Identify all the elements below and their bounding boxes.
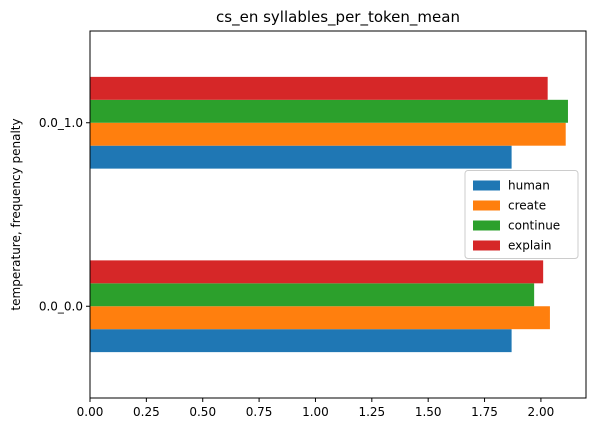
y-axis: 0.0_0.0 0.0_1.0 (39, 116, 90, 313)
bars-layer (90, 76, 568, 353)
legend-swatch-create (473, 200, 500, 211)
x-tick-label: 2.00 (528, 405, 555, 419)
x-tick-label: 0.75 (246, 405, 273, 419)
legend-label-explain: explain (508, 239, 552, 253)
legend-frame (464, 170, 579, 259)
bar-continue-0.0_0.0 (90, 283, 535, 307)
x-tick-label: 1.50 (415, 405, 442, 419)
legend-label-create: create (508, 199, 546, 213)
bar-human-0.0_1.0 (90, 145, 512, 169)
bar-create-0.0_0.0 (90, 306, 550, 330)
bar-create-0.0_1.0 (90, 122, 566, 146)
bar-continue-0.0_1.0 (90, 99, 568, 123)
bar-explain-0.0_1.0 (90, 76, 548, 100)
y-tick-label: 0.0_1.0 (39, 116, 83, 130)
legend-label-continue: continue (508, 219, 560, 233)
bar-explain-0.0_0.0 (90, 260, 544, 284)
y-tick-label: 0.0_0.0 (39, 299, 83, 313)
legend-label-human: human (508, 179, 550, 193)
x-tick-label: 0.50 (189, 405, 216, 419)
x-axis: 0.00 0.25 0.50 0.75 1.00 1.25 1.50 1.75 2.00 (77, 398, 555, 419)
legend-swatch-explain (473, 240, 500, 251)
bar-human-0.0_0.0 (90, 329, 512, 353)
chart-title: cs_en syllables_per_token_mean (216, 8, 460, 27)
x-tick-label: 1.00 (302, 405, 329, 419)
x-tick-label: 0.25 (133, 405, 160, 419)
x-tick-label: 0.00 (77, 405, 104, 419)
y-axis-label: temperature, frequency penalty (9, 118, 23, 310)
x-tick-label: 1.75 (471, 405, 498, 419)
legend: human create continue explain (464, 170, 579, 259)
x-tick-label: 1.25 (358, 405, 385, 419)
plot-frame (89, 30, 587, 399)
legend-swatch-human (473, 180, 500, 191)
legend-swatch-continue (473, 220, 500, 231)
